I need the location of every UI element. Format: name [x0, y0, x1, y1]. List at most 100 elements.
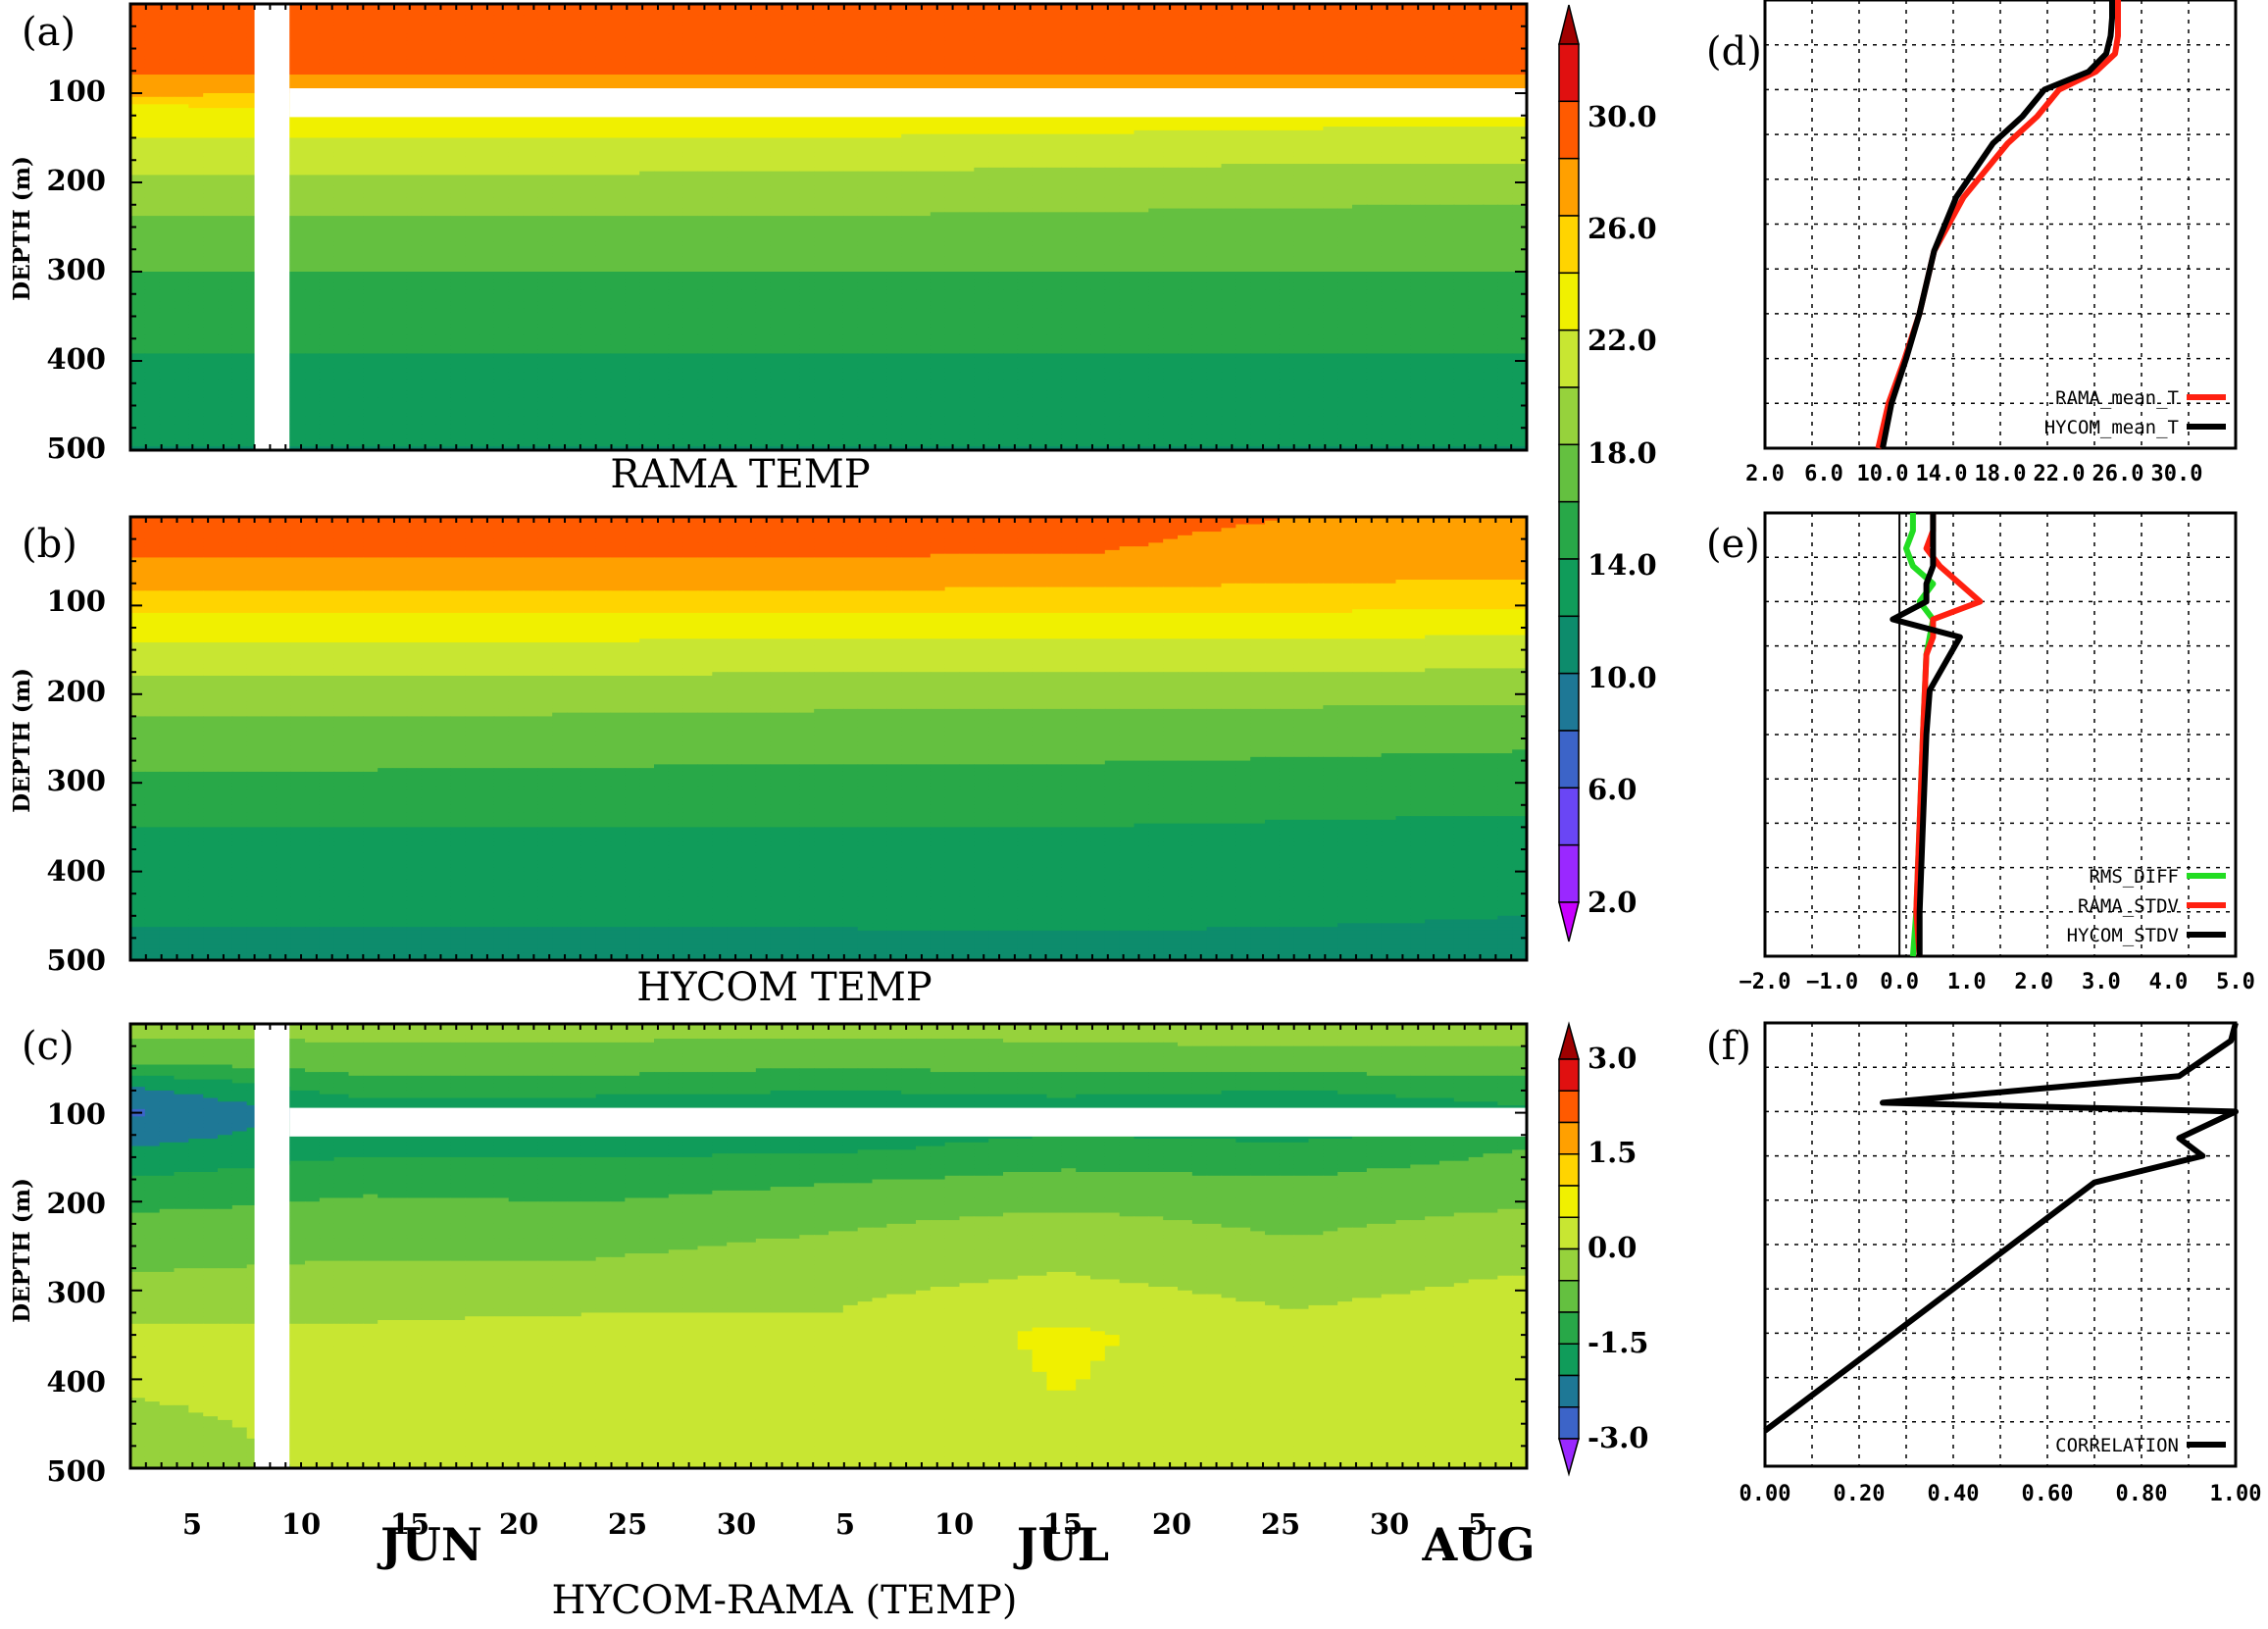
field-cell	[363, 75, 378, 78]
field-cell	[1207, 175, 1222, 178]
field-cell	[1207, 127, 1222, 130]
field-cell	[683, 8, 698, 12]
field-cell	[1382, 120, 1396, 124]
field-cell	[916, 82, 931, 86]
field-cell	[829, 41, 843, 45]
field-cell	[1250, 190, 1265, 194]
field-cell	[218, 156, 232, 160]
field-cell	[1120, 123, 1134, 127]
field-cell	[537, 12, 552, 16]
field-cell	[479, 19, 494, 23]
field-cell	[509, 145, 524, 149]
field-cell	[829, 175, 843, 178]
field-cell	[1192, 41, 1207, 45]
field-cell	[1280, 164, 1294, 168]
field-cell	[654, 45, 669, 49]
field-cell	[378, 45, 392, 49]
field-cell	[450, 149, 465, 153]
field-cell	[901, 178, 916, 182]
field-cell	[960, 123, 975, 127]
field-cell	[799, 71, 814, 75]
field-cell	[1033, 52, 1047, 56]
field-cell	[130, 78, 145, 82]
field-cell	[567, 130, 581, 134]
field-cell	[785, 26, 800, 30]
field-cell	[1076, 71, 1090, 75]
field-cell	[727, 178, 741, 182]
field-cell	[756, 19, 771, 23]
field-cell	[1396, 160, 1411, 164]
field-cell	[378, 190, 392, 194]
field-cell	[1410, 190, 1425, 194]
field-cell	[537, 67, 552, 71]
field-cell	[363, 120, 378, 124]
field-cell	[305, 41, 320, 45]
field-cell	[145, 8, 160, 12]
field-cell	[1061, 64, 1076, 68]
field-cell	[1105, 182, 1120, 186]
field-cell	[1454, 19, 1469, 23]
field-cell	[1192, 23, 1207, 26]
field-cell	[1235, 186, 1250, 190]
field-cell	[218, 130, 232, 134]
field-cell	[596, 33, 611, 37]
field-cell	[1309, 178, 1324, 182]
field-cell	[130, 164, 145, 168]
field-cell	[1061, 190, 1076, 194]
field-cell	[1280, 64, 1294, 68]
field-cell	[625, 134, 639, 138]
field-cell	[988, 82, 1003, 86]
field-cell	[1484, 160, 1498, 164]
field-cell	[1163, 82, 1178, 86]
field-cell	[145, 123, 160, 127]
field-cell	[814, 186, 829, 190]
field-cell	[465, 123, 479, 127]
field-cell	[1120, 82, 1134, 86]
field-cell	[349, 78, 364, 82]
field-cell	[1425, 75, 1439, 78]
field-cell	[494, 64, 509, 68]
field-cell	[320, 67, 334, 71]
field-cell	[1265, 134, 1280, 138]
field-cell	[1294, 193, 1309, 197]
field-cell	[320, 193, 334, 197]
field-cell	[1018, 30, 1033, 34]
field-cell	[654, 190, 669, 194]
field-cell	[218, 33, 232, 37]
field-cell	[188, 127, 203, 130]
field-cell	[1222, 26, 1236, 30]
field-cell	[843, 164, 858, 168]
field-cell	[524, 186, 538, 190]
field-cell	[901, 60, 916, 64]
field-cell	[1163, 178, 1178, 182]
field-cell	[1280, 168, 1294, 172]
field-cell	[669, 60, 683, 64]
field-cell	[422, 134, 436, 138]
field-cell	[422, 71, 436, 75]
field-cell	[218, 52, 232, 56]
field-cell	[1469, 168, 1484, 172]
field-cell	[1439, 75, 1454, 78]
field-cell	[1222, 41, 1236, 45]
field-cell	[363, 37, 378, 41]
field-cell	[886, 41, 901, 45]
field-cell	[1309, 60, 1324, 64]
field-cell	[305, 149, 320, 153]
field-cell	[1222, 141, 1236, 145]
field-cell	[945, 127, 960, 130]
field-cell	[873, 134, 887, 138]
field-cell	[130, 37, 145, 41]
field-cell	[581, 182, 596, 186]
field-cell	[203, 190, 218, 194]
field-cell	[916, 175, 931, 178]
field-cell	[974, 26, 988, 30]
field-cell	[567, 145, 581, 149]
field-cell	[1134, 8, 1149, 12]
field-cell	[829, 149, 843, 153]
field-cell	[1425, 15, 1439, 19]
field-cell	[1090, 182, 1105, 186]
field-cell	[320, 164, 334, 168]
field-cell	[1469, 64, 1484, 68]
field-cell	[1222, 134, 1236, 138]
field-cell	[1148, 71, 1163, 75]
